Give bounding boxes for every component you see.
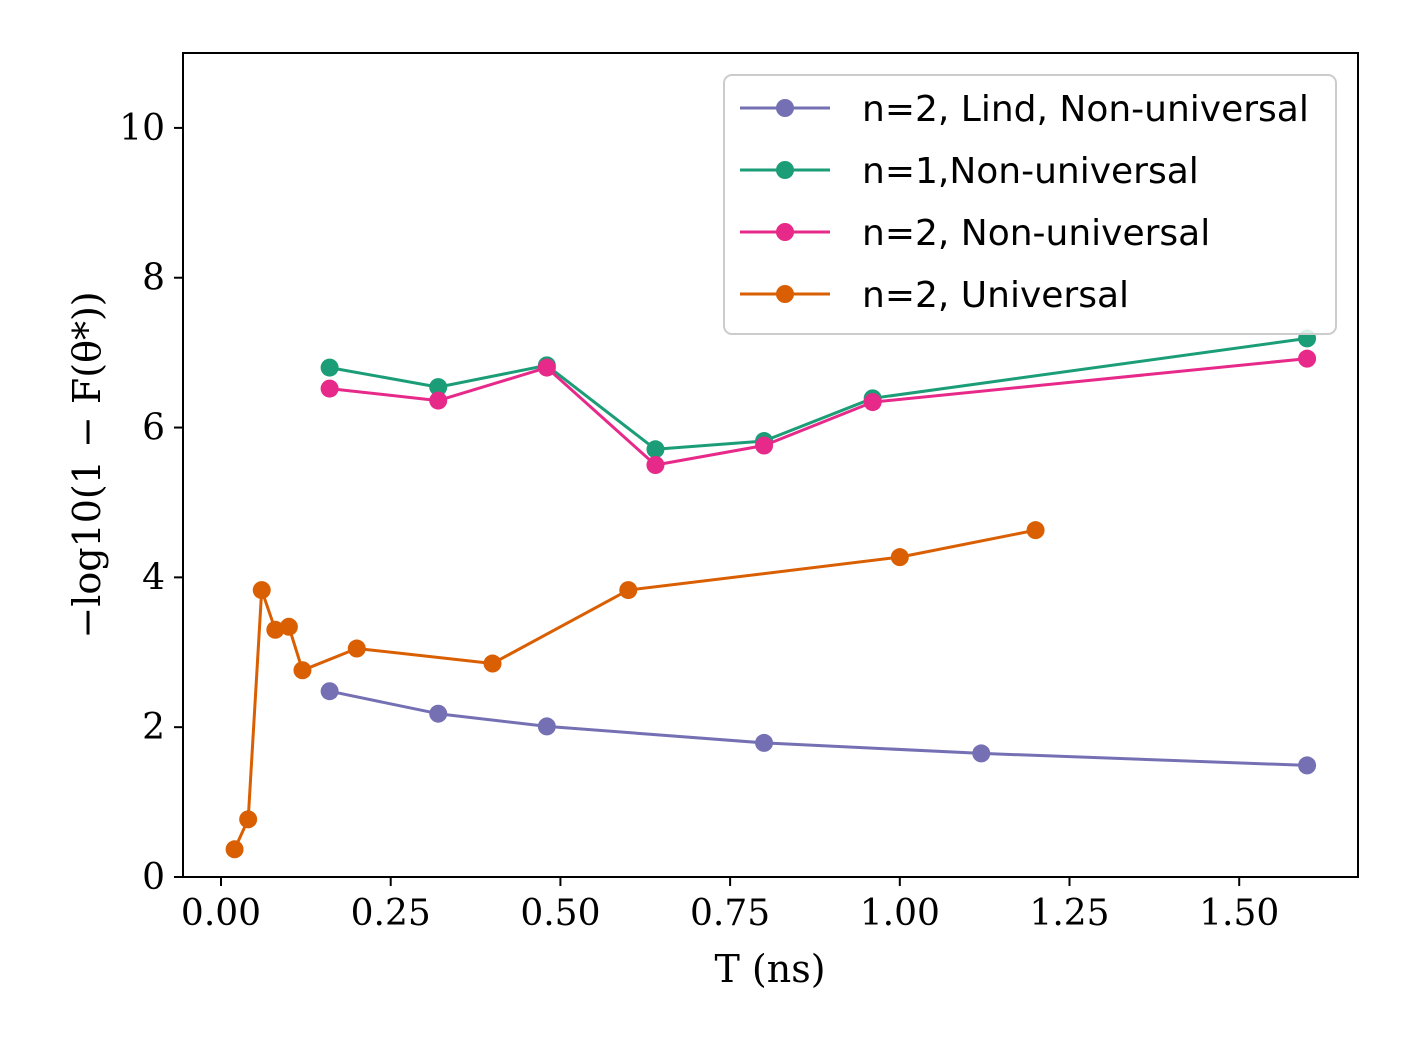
legend-label-4: n=2, Universal [862,275,1129,316]
series-3-point [755,436,774,455]
legend-box [723,74,1337,335]
y-tick-label: 10 [119,108,165,149]
series-2-point [320,358,339,377]
series-1-point [320,682,339,701]
y-tick-label: 8 [142,258,165,299]
y-tick-label: 0 [142,857,165,898]
series-line-2 [329,336,1308,451]
x-tick-label: 1.25 [1029,893,1109,934]
series-4-point [483,654,502,673]
legend-label-3: n=2, Non-universal [862,213,1210,254]
y-axis-label: −log10(1 − F(θ*)) [65,291,109,638]
series-4-point [225,840,244,859]
series-3-point [429,391,448,410]
series-2-point [646,440,665,459]
series-4-point [252,581,271,600]
plot-marks [225,329,1317,859]
legend-marker-2 [776,161,794,179]
plot-frame [182,52,1359,878]
series-4-point [279,617,298,636]
y-tick-label: 6 [142,408,165,449]
series-3-point [537,358,556,377]
series-line-4 [233,528,1036,850]
series-1-point [1298,756,1317,775]
series-1-point [429,704,448,723]
x-axis-label: T (ns) [714,947,825,991]
series-4-point [619,581,638,600]
series-line-1 [329,689,1308,767]
legend-label-2: n=1,Non-universal [862,151,1199,192]
x-tick-label: 0.75 [690,893,770,934]
series-2-point [429,378,448,397]
legend-label-1: n=2, Lind, Non-universal [862,89,1309,130]
x-tick-label: 0.25 [351,893,431,934]
series-line-3 [329,357,1308,467]
y-tick-label: 2 [142,707,165,748]
series-4-point [293,661,312,680]
legend-marker-4 [776,285,794,303]
x-tick-label: 1.50 [1199,893,1279,934]
series-3-point [1298,349,1317,368]
x-tick-label: 0.00 [181,893,261,934]
series-1-point [972,744,991,763]
legend-marker-1 [776,99,794,117]
y-tick-label: 4 [142,557,165,598]
axes: 0.00 0.25 0.50 0.75 1.00 1.25 1.50 0 2 4 6 8 10 [119,108,1279,934]
series-4-point [239,810,258,829]
legend: n=2, Lind, Non-universal n=1,Non-universa… [723,74,1337,335]
series-3-point [863,393,882,412]
series-3-point [646,456,665,474]
series-4-point [1026,521,1045,540]
series-4-point [347,639,366,658]
series-4-point [266,620,285,639]
series-1-point [755,733,774,752]
series-4-point [890,548,909,567]
x-tick-label: 1.00 [860,893,940,934]
legend-marker-3 [776,223,794,241]
series-3-point [320,379,339,398]
x-tick-label: 0.50 [520,893,600,934]
series-1-point [537,717,556,736]
